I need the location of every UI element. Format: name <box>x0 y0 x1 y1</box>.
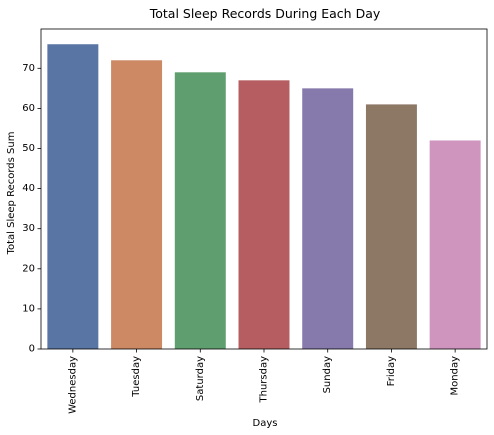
plot-frame <box>40 28 488 350</box>
bar-monday <box>429 140 481 349</box>
x-axis-label: Days <box>253 418 278 429</box>
x-tick-label: Tuesday <box>131 356 142 398</box>
y-tick-label: 0 <box>29 344 35 355</box>
y-tick-label: 40 <box>22 183 35 194</box>
y-axis-label: Total Sleep Records Sum <box>6 132 17 256</box>
bars-group <box>47 44 481 350</box>
bar-friday <box>365 104 417 349</box>
y-tick-label: 30 <box>22 223 35 234</box>
x-axis: Wednesday Tuesday Saturday Thursday Sunday Fr… <box>67 349 461 414</box>
chart-title: Total Sleep Records During Each Day <box>149 6 381 21</box>
y-tick-label: 60 <box>22 103 35 114</box>
x-tick-label: Thursday <box>259 356 270 404</box>
bar-thursday <box>238 80 290 350</box>
y-axis: 0 10 20 30 40 50 60 70 <box>22 63 41 355</box>
x-tick-label: Monday <box>450 356 461 396</box>
y-tick-label: 70 <box>22 63 35 74</box>
y-tick-label: 10 <box>22 303 35 314</box>
y-tick-label: 20 <box>22 263 35 274</box>
x-tick-label: Wednesday <box>67 356 78 414</box>
bar-wednesday <box>47 44 99 349</box>
bar-tuesday <box>111 60 163 349</box>
y-tick-label: 50 <box>22 143 35 154</box>
x-tick-label: Friday <box>386 356 397 386</box>
bar-saturday <box>174 72 226 349</box>
x-tick-label: Saturday <box>195 356 206 401</box>
x-tick-label: Sunday <box>322 356 333 393</box>
bar-sunday <box>302 88 354 349</box>
